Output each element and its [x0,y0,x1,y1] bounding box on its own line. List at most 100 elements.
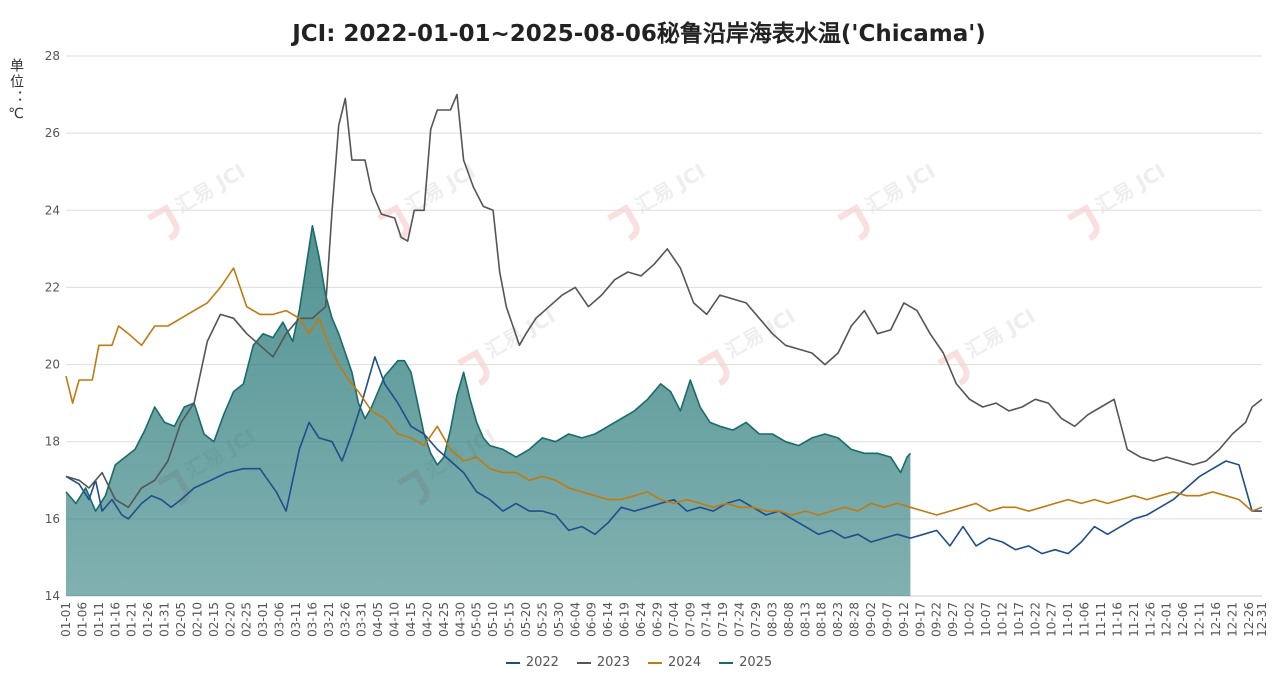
x-tick-label: 10-12 [995,602,1009,637]
x-tick-label: 01-26 [141,602,155,637]
watermark: 汇易 JCI [1067,159,1169,241]
x-tick-label: 12-21 [1225,602,1239,637]
watermark-text: 汇易 JCI [961,304,1039,363]
legend-item-2023[interactable]: 2023 [576,655,630,670]
x-tick-label: 06-19 [618,602,632,637]
x-tick-label: 02-25 [240,602,254,637]
legend-swatch [648,661,662,664]
watermark-logo-icon [937,348,970,386]
x-tick-label: 10-22 [1028,602,1042,637]
x-tick-label: 12-16 [1209,602,1223,637]
y-tick-label: 26 [45,126,60,140]
x-tick-label: 02-05 [174,602,188,637]
x-tick-label: 03-11 [289,602,303,637]
y-tick-label: 22 [45,280,60,294]
watermark-logo-icon [837,203,870,241]
x-tick-label: 12-31 [1255,602,1269,637]
x-tick-label: 09-22 [930,602,944,637]
x-tick-label: 02-10 [190,602,204,637]
x-tick-label: 04-10 [388,602,402,637]
x-tick-label: 11-16 [1110,602,1124,637]
watermark-logo-icon [1067,203,1100,241]
legend-item-2024[interactable]: 2024 [648,655,701,670]
x-tick-label: 09-02 [864,602,878,637]
x-tick-label: 05-15 [503,602,517,637]
watermark-text: 汇易 JCI [401,159,479,218]
legend-label: 2023 [596,655,630,670]
y-tick-label: 18 [45,435,60,449]
legend-item-2022[interactable]: 2022 [505,655,559,670]
x-tick-label: 02-20 [223,602,237,637]
legend-swatch [719,661,734,664]
x-tick-label: 07-04 [667,602,681,637]
legend: 2022 2023 2024 2025 [0,655,1278,670]
watermark-logo-icon [697,348,730,386]
watermark: 汇易 JCI [937,304,1039,386]
x-tick-label: 10-27 [1045,602,1059,637]
x-tick-label: 03-16 [305,602,319,637]
x-tick-label: 06-14 [601,602,615,637]
series-2023-line [65,93,1263,509]
x-tick-label: 04-05 [371,602,385,637]
watermark: 汇易 JCI [607,159,709,241]
x-tick-label: 08-08 [782,602,796,637]
series-2025-line [65,224,912,512]
x-tick-label: 01-01 [59,602,73,637]
x-tick-label: 12-06 [1176,602,1190,637]
watermark-logo-icon [147,203,180,241]
watermark-text: 汇易 JCI [171,159,249,218]
x-tick-label: 05-30 [552,602,566,637]
x-tick-label: 08-18 [815,602,829,637]
x-tick-label: 11-26 [1143,602,1157,637]
chart-title: JCI: 2022-01-01~2025-08-06秘鲁沿岸海表水温('Chic… [292,21,986,47]
x-tick-label: 04-20 [420,602,434,637]
x-tick-label: 11-06 [1078,602,1092,637]
x-tick-label: 05-10 [486,602,500,637]
x-tick-label: 08-23 [831,602,845,637]
x-tick-label: 10-07 [979,602,993,637]
x-tick-label: 03-31 [355,602,369,637]
x-tick-label: 07-14 [700,602,714,637]
legend-item-2025[interactable]: 2025 [719,655,772,670]
y-tick-label: 16 [45,512,60,526]
x-tick-label: 11-21 [1127,602,1141,637]
watermark-text: 汇易 JCI [861,159,939,218]
y-tick-label: 24 [45,203,60,217]
x-tick-label: 07-24 [733,602,747,637]
y-tick-label: 14 [45,589,60,603]
watermark-text: 汇易 JCI [481,304,559,363]
x-tick-label: 09-12 [897,602,911,637]
x-tick-label: 01-16 [108,602,122,637]
x-tick-label: 08-03 [765,602,779,637]
legend-label: 2025 [739,655,773,670]
watermark-logo-icon [607,203,640,241]
x-tick-label: 04-30 [453,602,467,637]
series-layer [65,93,1263,596]
x-tick-label: 01-11 [92,602,106,637]
x-tick-label: 03-01 [256,602,270,637]
watermark: 汇易 JCI [147,159,249,241]
x-tick-label: 06-24 [634,602,648,637]
x-tick-label: 07-19 [716,602,730,637]
y-tick-label: 20 [45,358,60,372]
y-tick-label: 28 [45,49,60,63]
legend-swatch [505,661,520,664]
x-tick-label: 11-01 [1061,602,1075,637]
legend-label: 2022 [525,655,559,670]
x-tick-label: 12-01 [1160,602,1174,637]
watermark-logo-icon [457,348,490,386]
series-2025-area [66,225,911,596]
x-tick-label: 03-21 [322,602,336,637]
y-axis-unit-label: 单位：℃ [8,58,24,124]
watermark-logo-icon [377,203,410,241]
legend-label: 2024 [668,655,702,670]
x-tick-label: 08-28 [848,602,862,637]
x-tick-label: 12-26 [1242,602,1256,637]
x-tick-labels: 01-01 01-06 01-11 01-16 01-21 01-26 01-31 02-05… [59,602,1269,637]
x-tick-label: 09-17 [913,602,927,637]
watermark-text: 汇易 JCI [1091,159,1169,218]
series-2022-line [65,356,1262,555]
watermark-text: 汇易 JCI [721,304,799,363]
y-tick-labels: 14 16 18 20 22 24 26 28 [45,49,60,603]
